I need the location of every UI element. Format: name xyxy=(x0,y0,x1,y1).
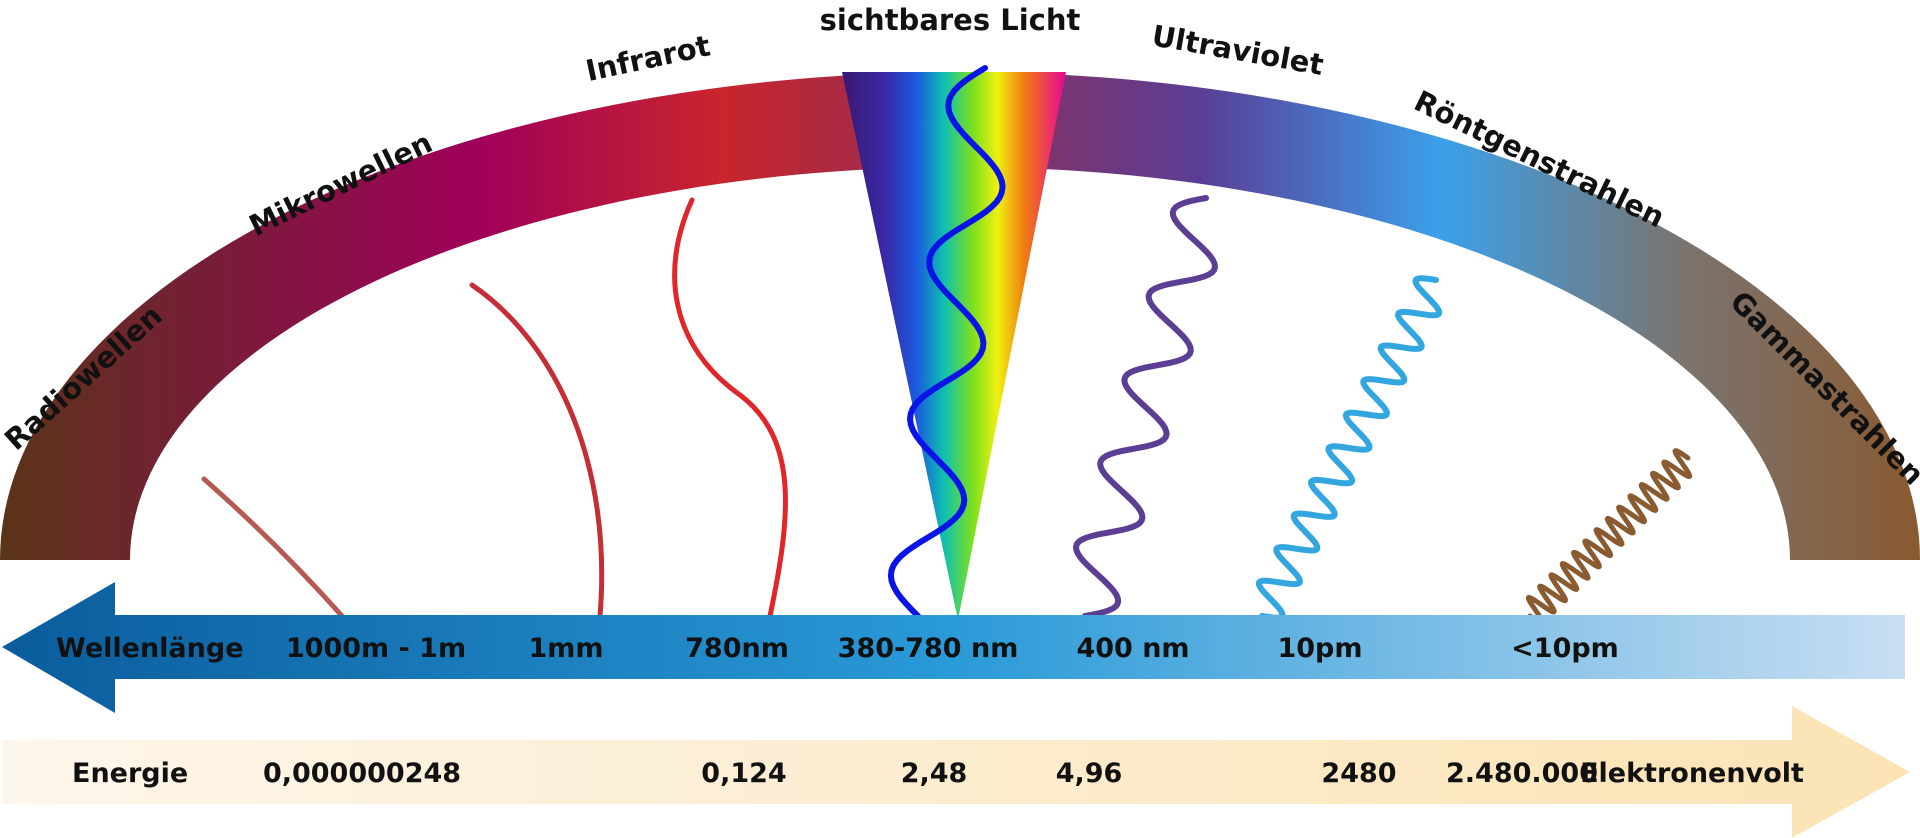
microwave-wave xyxy=(469,282,605,619)
visible-light-wave xyxy=(887,65,1006,619)
wavelength-value: 400 nm xyxy=(1076,633,1189,664)
energy-value: 2480 xyxy=(1321,758,1396,789)
wavelength-value: 1mm xyxy=(528,633,603,664)
energy-value: 0,000000248 xyxy=(263,758,461,789)
energy-title: Energie xyxy=(72,758,188,789)
energy-value: 0,124 xyxy=(701,758,786,789)
ultraviolet-wave xyxy=(1072,195,1219,619)
energy-value: 4,96 xyxy=(1056,758,1123,789)
spectrum-arc xyxy=(0,72,1920,560)
wavelength-value: 1000m - 1m xyxy=(286,633,466,664)
energy-value: 2,48 xyxy=(901,758,968,789)
band-label-ultraviolet: Ultraviolet xyxy=(1149,18,1326,82)
wavelength-title: Wellenlänge xyxy=(56,633,244,664)
wave-group xyxy=(201,65,1693,626)
wavelength-value: 780nm xyxy=(685,633,789,664)
wavelength-value: 10pm xyxy=(1277,633,1362,664)
wavelength-value: <10pm xyxy=(1511,633,1619,664)
wavelength-arrow xyxy=(2,582,1905,713)
visible-light-wedge xyxy=(842,72,1066,620)
band-label-visible: sichtbares Licht xyxy=(820,3,1081,37)
wavelength-value: 380-780 nm xyxy=(838,633,1019,664)
radio-wave xyxy=(201,476,345,619)
xray-wave xyxy=(1255,275,1443,621)
gamma-wave xyxy=(1525,448,1693,626)
energy-value: 2.480.000 xyxy=(1446,758,1598,789)
energy-arrow xyxy=(2,706,1910,838)
band-label-infrared: Infrarot xyxy=(583,28,713,87)
infrared-wave xyxy=(672,197,788,619)
energy-unit: Elektronenvolt xyxy=(1580,758,1804,789)
